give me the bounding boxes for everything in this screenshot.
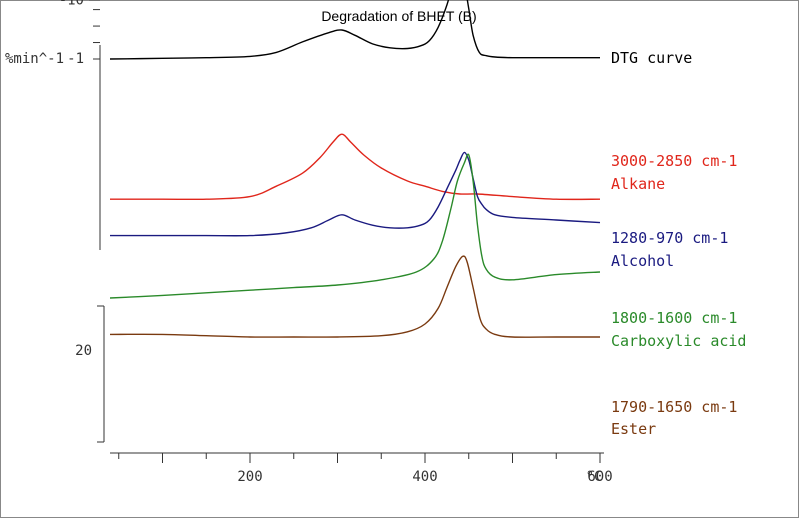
chart-title: Degradation of BHET (B): [321, 8, 476, 24]
y-tick-label: 20: [75, 343, 92, 359]
series-line-3: [110, 151, 601, 237]
series-sublabel: Alkane: [611, 175, 665, 193]
series-sublabel: Ester: [611, 420, 656, 438]
x-axis-unit: °C: [586, 469, 603, 485]
series-label: 1280-970 cm-1: [611, 229, 728, 247]
series-sublabel: Carboxylic acid: [611, 332, 746, 350]
y-tick-label: -1: [67, 51, 84, 67]
series-sublabel: Alcohol: [611, 252, 674, 270]
series-label: 3000-2850 cm-1: [611, 152, 737, 170]
series-line-2: [110, 133, 601, 201]
series-layer: DTG curve 3000-2850 cm-1 Alkane 1280-970 cm…: [109, 0, 746, 438]
x-tick-label: 400: [412, 469, 437, 485]
series-label: 1800-1600 cm-1: [611, 309, 737, 327]
series-label: 1790-1650 cm-1: [611, 398, 737, 416]
x-tick-label: 600: [587, 469, 612, 485]
series-line-4: [109, 153, 601, 299]
series-line-1: [109, 0, 600, 60]
series-line-5: [109, 255, 600, 338]
series-label: DTG curve: [611, 49, 692, 67]
y-tick-label: -10: [59, 0, 84, 9]
x-tick-label: 200: [237, 469, 262, 485]
y-axis-unit: %min^-1: [5, 51, 64, 67]
